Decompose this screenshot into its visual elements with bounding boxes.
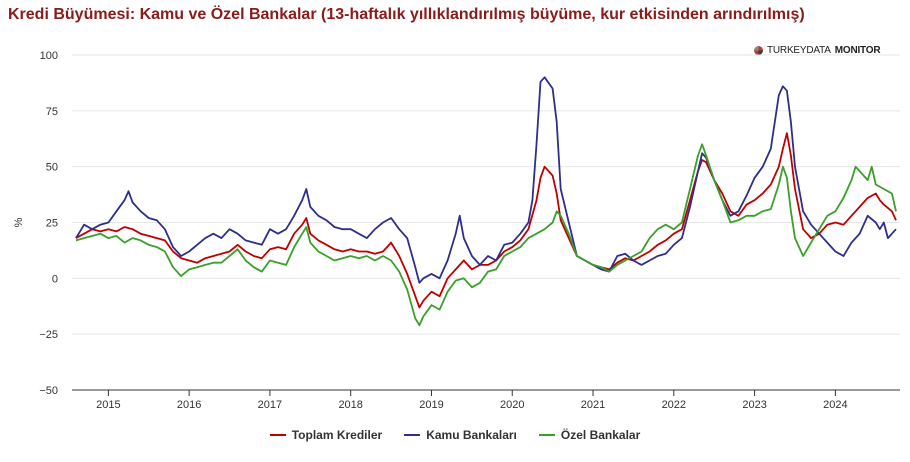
y-tick-label: 50	[46, 162, 58, 174]
x-tick-label: 2015	[96, 399, 120, 411]
x-tick-label: 2018	[338, 399, 362, 411]
legend-swatch-ozel	[538, 434, 555, 436]
x-tick-label: 2017	[258, 399, 282, 411]
x-tick-label: 2019	[419, 399, 443, 411]
brand-logo: TURKEYDATA MONITOR	[754, 45, 881, 56]
brand-text-part2: MONITOR	[834, 45, 881, 56]
legend-item-kamu[interactable]: Kamu Bankaları	[404, 428, 517, 442]
chart-title: Kredi Büyümesi: Kamu ve Özel Bankalar (1…	[8, 6, 805, 23]
legend-swatch-toplam	[269, 434, 286, 436]
series-line-2	[75, 76, 897, 284]
y-tick-label: −50	[39, 385, 58, 397]
y-tick-label: 75	[46, 106, 58, 118]
y-tick-label: 0	[52, 273, 58, 285]
y-tick-label: 100	[40, 50, 58, 62]
x-tick-label: 2021	[581, 399, 605, 411]
x-tick-label: 2020	[500, 399, 524, 411]
y-tick-label: 25	[46, 218, 58, 230]
x-tick-label: 2023	[742, 399, 766, 411]
brand-text-part1: TURKEYDATA	[767, 45, 831, 56]
legend-item-toplam[interactable]: Toplam Krediler	[269, 428, 383, 442]
legend-label-toplam: Toplam Krediler	[291, 428, 383, 442]
y-tick-label: −25	[39, 329, 58, 341]
legend-swatch-kamu	[404, 434, 421, 436]
series-line-1	[75, 132, 897, 309]
y-axis-label: %	[13, 217, 25, 227]
legend-label-kamu: Kamu Bankaları	[426, 428, 517, 442]
chart-legend: Toplam Krediler Kamu Bankaları Özel Bank…	[0, 428, 910, 442]
legend-label-ozel: Özel Bankalar	[560, 428, 641, 442]
legend-item-ozel[interactable]: Özel Bankalar	[538, 428, 641, 442]
x-tick-label: 2024	[823, 399, 847, 411]
series-line-3	[75, 143, 897, 327]
globe-icon	[754, 46, 763, 55]
x-tick-label: 2022	[662, 399, 686, 411]
x-tick-label: 2016	[177, 399, 201, 411]
